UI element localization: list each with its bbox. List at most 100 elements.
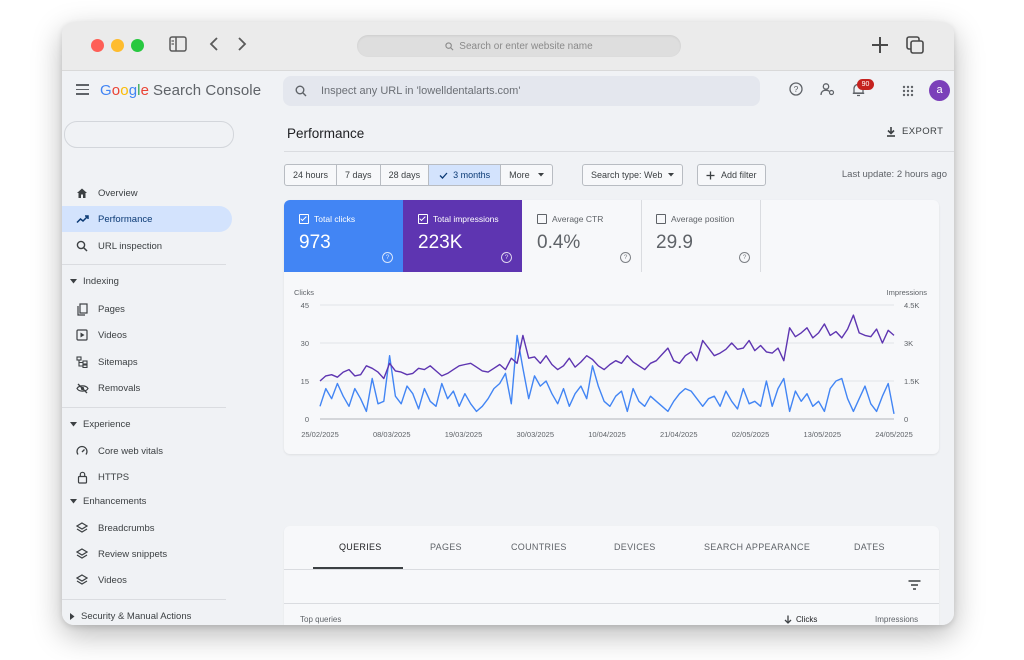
plus-icon bbox=[706, 171, 715, 179]
sidebar-item-review-snippets[interactable]: Review snippets bbox=[62, 541, 232, 567]
apps-grid-icon[interactable] bbox=[902, 84, 914, 102]
column-header-clicks[interactable]: Clicks bbox=[784, 615, 817, 624]
sidebar-item-core-web-vitals[interactable]: Core web vitals bbox=[62, 438, 232, 464]
account-avatar[interactable]: a bbox=[929, 80, 950, 101]
product-name: Search Console bbox=[153, 82, 262, 99]
tab-search-appearance[interactable]: SEARCH APPEARANCE bbox=[704, 542, 811, 552]
property-selector[interactable] bbox=[64, 121, 234, 148]
sidebar-item-label: Videos bbox=[98, 329, 127, 341]
sidebar-nav: Overview Performance URL inspection Inde… bbox=[62, 111, 238, 625]
metric-label-row: Average position bbox=[656, 214, 734, 224]
sidebar-item-label: Overview bbox=[98, 187, 138, 199]
date-range-28-days[interactable]: 28 days bbox=[381, 165, 430, 185]
metric-value: 29.9 bbox=[656, 232, 693, 253]
sidebar-item-enhancement-videos[interactable]: Videos bbox=[62, 567, 232, 593]
metric-label-row: Total impressions bbox=[418, 214, 499, 224]
tab-dates[interactable]: DATES bbox=[854, 542, 885, 552]
help-icon[interactable]: ? bbox=[501, 252, 512, 263]
sidebar-item-pages[interactable]: Pages bbox=[62, 296, 232, 322]
sidebar-item-url-inspection[interactable]: URL inspection bbox=[62, 233, 232, 259]
sidebar-item-sitemaps[interactable]: Sitemaps bbox=[62, 349, 232, 375]
metric-average-position[interactable]: Average position 29.9 ? bbox=[641, 200, 761, 272]
performance-line-chart[interactable]: Clicks Impressions 45 4.5K 30 3K 15 1.5K 0 0 25… bbox=[284, 285, 939, 445]
svg-text:?: ? bbox=[794, 84, 799, 94]
help-icon[interactable]: ? bbox=[789, 82, 803, 101]
caret-down-icon bbox=[70, 279, 77, 284]
date-range-7-days[interactable]: 7 days bbox=[337, 165, 381, 185]
metric-value: 0.4% bbox=[537, 232, 581, 253]
sidebar-section-experience[interactable]: Experience bbox=[70, 419, 131, 430]
sidebar-item-overview[interactable]: Overview bbox=[62, 180, 232, 206]
caret-down-icon bbox=[668, 173, 675, 177]
sidebar-divider bbox=[62, 599, 226, 600]
active-tab-indicator bbox=[313, 567, 403, 569]
column-label: Clicks bbox=[796, 615, 818, 624]
right-tick-label: 3K bbox=[904, 339, 913, 348]
help-icon[interactable]: ? bbox=[620, 252, 631, 263]
sidebar-item-performance[interactable]: Performance bbox=[62, 206, 232, 232]
filter-list-icon[interactable] bbox=[908, 577, 921, 595]
layers-icon bbox=[75, 547, 89, 561]
sidebar-section-indexing[interactable]: Indexing bbox=[70, 276, 119, 287]
sidebar-item-breadcrumbs[interactable]: Breadcrumbs bbox=[62, 515, 232, 541]
section-label: Indexing bbox=[83, 276, 119, 287]
tab-devices[interactable]: DEVICES bbox=[614, 542, 656, 552]
sidebar-divider bbox=[62, 264, 226, 265]
help-icon[interactable]: ? bbox=[382, 252, 393, 263]
visibility-off-icon bbox=[75, 381, 89, 395]
metric-average-ctr[interactable]: Average CTR 0.4% ? bbox=[522, 200, 642, 272]
manage-users-icon[interactable] bbox=[820, 82, 835, 101]
tab-pages[interactable]: PAGES bbox=[430, 542, 462, 552]
search-icon bbox=[75, 239, 89, 253]
tab-countries[interactable]: COUNTRIES bbox=[511, 542, 567, 552]
search-console-app: Google Search Console Inspect any URL in … bbox=[62, 71, 954, 625]
date-range-3-months[interactable]: 3 months bbox=[429, 165, 502, 185]
url-inspect-input[interactable]: Inspect any URL in 'lowelldentalarts.com… bbox=[283, 76, 760, 106]
pages-icon bbox=[75, 302, 89, 316]
checkbox-unchecked-icon bbox=[537, 214, 547, 224]
date-range-label: 3 months bbox=[453, 170, 491, 180]
last-update-text: Last update: 2 hours ago bbox=[841, 169, 947, 180]
help-icon[interactable]: ? bbox=[739, 252, 750, 263]
sidebar-item-https[interactable]: HTTPS bbox=[62, 464, 232, 490]
right-axis-label: Impressions bbox=[887, 288, 928, 297]
address-bar-placeholder: Search or enter website name bbox=[459, 40, 593, 52]
sidebar-toggle-icon[interactable] bbox=[169, 36, 187, 57]
column-header-impressions[interactable]: Impressions bbox=[875, 615, 919, 624]
x-tick-label: 25/02/2025 bbox=[301, 430, 339, 439]
metric-total-impressions[interactable]: Total impressions 223K ? bbox=[403, 200, 522, 272]
maximize-window-button[interactable] bbox=[131, 39, 144, 52]
checkbox-checked-icon bbox=[299, 214, 309, 224]
sidebar-divider bbox=[62, 407, 226, 408]
caret-down-icon bbox=[537, 173, 544, 177]
tabs-divider bbox=[284, 569, 939, 570]
export-button[interactable]: EXPORT bbox=[886, 126, 943, 137]
left-axis-label: Clicks bbox=[294, 288, 314, 297]
sort-down-arrow-icon bbox=[784, 615, 792, 624]
forward-arrow-icon[interactable] bbox=[236, 36, 248, 57]
tab-queries[interactable]: QUERIES bbox=[339, 542, 382, 552]
close-window-button[interactable] bbox=[91, 39, 104, 52]
sidebar-item-label: HTTPS bbox=[98, 471, 130, 483]
menu-icon[interactable] bbox=[76, 84, 89, 95]
date-range-24-hours[interactable]: 24 hours bbox=[285, 165, 338, 185]
address-bar[interactable]: Search or enter website name bbox=[357, 35, 681, 57]
sidebar-item-removals[interactable]: Removals bbox=[62, 375, 232, 401]
back-arrow-icon[interactable] bbox=[208, 36, 220, 57]
sidebar-item-videos[interactable]: Videos bbox=[62, 322, 232, 348]
sidebar-item-label: Removals bbox=[98, 382, 141, 394]
metric-label: Total impressions bbox=[433, 214, 499, 224]
sidebar-section-security[interactable]: Security & Manual Actions bbox=[70, 611, 191, 622]
sidebar-item-label: Sitemaps bbox=[98, 356, 138, 368]
metric-total-clicks[interactable]: Total clicks 973 ? bbox=[284, 200, 403, 272]
date-range-more[interactable]: More bbox=[501, 165, 552, 185]
tab-overview-icon[interactable] bbox=[906, 36, 924, 59]
search-type-filter[interactable]: Search type: Web bbox=[582, 164, 684, 186]
sidebar-item-label: URL inspection bbox=[98, 240, 163, 252]
new-tab-icon[interactable] bbox=[871, 36, 889, 59]
metric-label-row: Total clicks bbox=[299, 214, 355, 224]
search-console-logo[interactable]: Google Search Console bbox=[100, 82, 261, 99]
minimize-window-button[interactable] bbox=[111, 39, 124, 52]
add-filter-button[interactable]: Add filter bbox=[697, 164, 766, 186]
sidebar-section-enhancements[interactable]: Enhancements bbox=[70, 496, 146, 507]
